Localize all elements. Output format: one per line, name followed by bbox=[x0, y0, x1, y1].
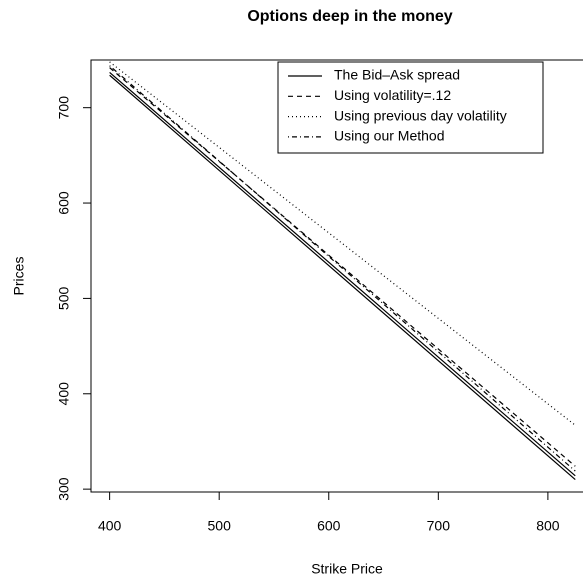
y-tick-label: 600 bbox=[56, 191, 72, 215]
x-tick-label: 700 bbox=[427, 518, 451, 534]
x-tick-label: 500 bbox=[208, 518, 232, 534]
y-axis-label: Prices bbox=[11, 257, 27, 296]
y-tick-label: 500 bbox=[56, 287, 72, 311]
y-tick-label: 400 bbox=[56, 382, 72, 406]
chart-title: Options deep in the money bbox=[247, 8, 452, 25]
series-line bbox=[109, 74, 576, 481]
series-line bbox=[109, 65, 576, 472]
legend-label: Using previous day volatility bbox=[334, 107, 507, 123]
series-line bbox=[109, 61, 576, 426]
series-line bbox=[109, 71, 576, 477]
x-tick-label: 400 bbox=[98, 518, 122, 534]
y-tick-label: 300 bbox=[56, 477, 72, 501]
x-tick-label: 800 bbox=[536, 518, 560, 534]
y-tick-label: 700 bbox=[56, 96, 72, 120]
plot-box bbox=[90, 59, 583, 493]
legend-label: The Bid–Ask spread bbox=[334, 67, 460, 83]
x-axis-label: Strike Price bbox=[311, 561, 383, 577]
legend-label: Using volatility=.12 bbox=[334, 87, 451, 103]
x-tick-label: 600 bbox=[317, 518, 341, 534]
legend-label: Using our Method bbox=[334, 128, 445, 144]
legend-box bbox=[277, 61, 544, 154]
